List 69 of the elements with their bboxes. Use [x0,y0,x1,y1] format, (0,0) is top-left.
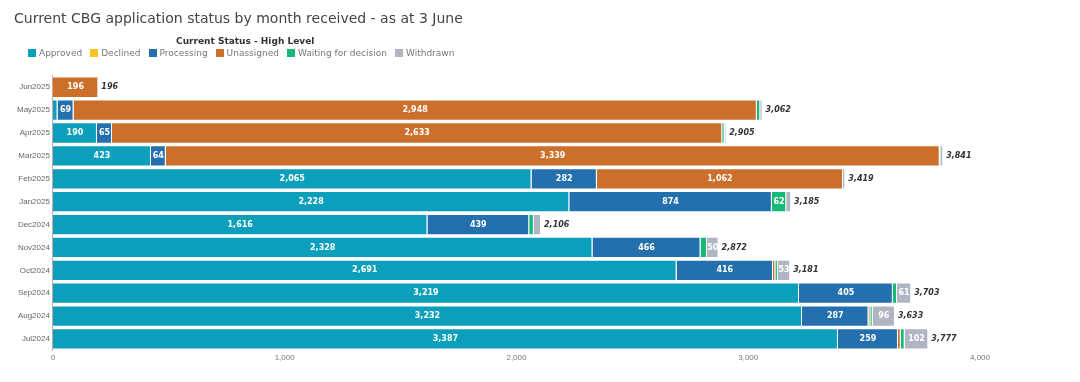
x-tick-label: 4,000 [969,353,991,363]
total-label: 2,872 [721,242,748,252]
chart-title: Current CBG application status by month received - as at 3 June [14,10,463,26]
data-label: 287 [826,311,844,321]
data-label: 3,387 [432,334,459,344]
data-label: 196 [67,82,85,92]
legend-label: Approved [39,48,83,58]
data-label: 2,228 [298,196,325,206]
data-label: 65 [98,128,111,138]
y-tick-label: Apr2025 [19,128,51,138]
y-tick-label: Mar2025 [18,151,51,161]
data-label: 190 [66,128,84,138]
data-label: 3,219 [413,288,440,298]
data-label: 2,633 [404,128,430,138]
total-label: 2,905 [729,128,755,138]
legend-label: Withdrawn [405,48,455,58]
data-label: 3,339 [540,150,566,160]
total-label: 3,841 [946,150,972,160]
x-tick-label: 3,000 [738,353,759,363]
total-label: 3,185 [794,196,820,206]
y-tick-label: Feb2025 [18,173,51,183]
y-tick-label: Aug2024 [17,311,51,321]
data-label: 439 [469,219,488,229]
y-tick-label: May2025 [16,105,51,115]
total-label: 3,777 [931,334,958,344]
legend-label: Waiting for decision [297,48,387,58]
data-label: 1,062 [707,173,733,183]
data-label: 466 [638,242,656,252]
x-tick-label: 2,000 [506,353,528,363]
total-label: 3,703 [914,288,940,298]
total-label: 3,062 [765,105,792,115]
data-label: 3,232 [414,311,441,321]
data-label: 64 [152,150,165,160]
y-tick-label: Sep2024 [17,288,51,298]
data-label: 50 [707,242,719,252]
data-label: 53 [778,265,790,275]
data-label: 874 [662,196,680,206]
y-tick-label: Oct2024 [19,265,51,275]
data-label: 62 [773,196,785,206]
y-tick-label: Jan2025 [19,196,51,206]
data-label: 2,065 [279,173,306,183]
data-label: 282 [555,173,573,183]
data-label: 1,616 [227,219,254,229]
total-label: 3,419 [848,173,875,183]
data-label: 61 [898,288,911,298]
y-tick-label: Dec2024 [17,219,51,229]
data-label: 2,948 [402,105,429,115]
total-label: 2,106 [544,219,570,229]
x-tick-label: 1,000 [274,353,296,363]
y-tick-label: Nov2024 [17,242,51,252]
total-label: 196 [101,82,119,92]
total-label: 3,633 [897,311,924,321]
legend-label: Processing [159,48,208,58]
y-tick-label: Jul2024 [21,334,51,344]
legend-title: Current Status - High Level [175,36,316,46]
data-label: 405 [837,288,855,298]
y-tick-label: Jun2025 [19,82,51,92]
x-tick-label: 0 [50,353,56,363]
data-label: 69 [59,105,72,115]
data-label: 102 [908,334,925,344]
data-label: 2,328 [310,242,336,252]
legend-label: Unassigned [226,48,279,58]
data-label: 423 [93,150,111,160]
data-label: 416 [716,265,734,275]
total-label: 3,181 [793,265,819,275]
data-label: 96 [878,311,890,321]
legend-label: Declined [101,48,141,58]
data-label: 259 [859,334,877,344]
data-label: 2,691 [352,265,378,275]
